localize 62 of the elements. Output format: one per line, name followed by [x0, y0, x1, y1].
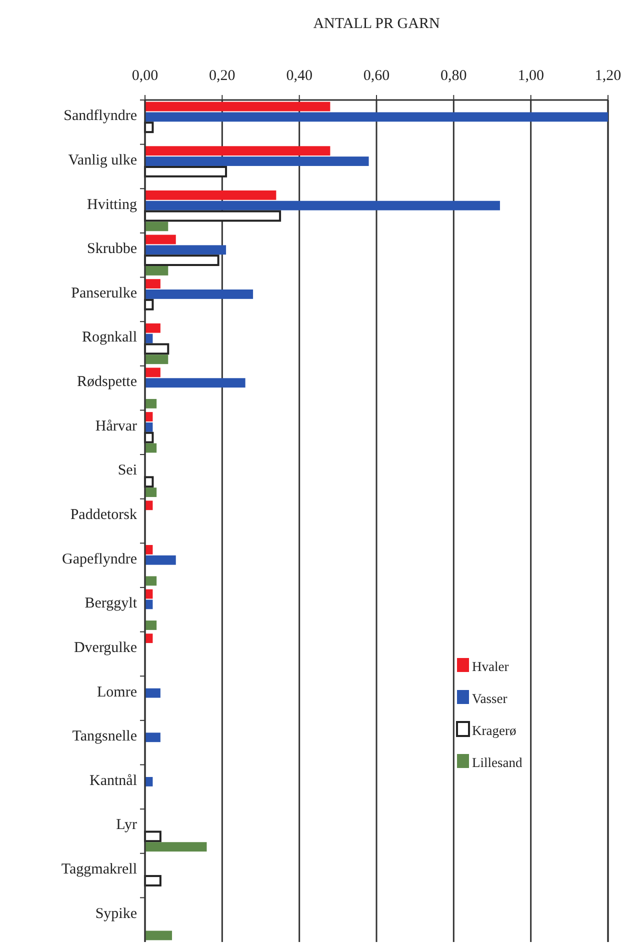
x-axis-title: ANTALL PR GARN	[313, 16, 440, 32]
bar	[145, 732, 160, 742]
y-tick-label: Panserulke	[71, 285, 138, 302]
x-tick-label: 1,20	[594, 68, 622, 84]
bar	[145, 555, 176, 565]
bar	[145, 234, 176, 244]
bar	[145, 930, 172, 940]
bar	[145, 620, 157, 630]
y-tick-label: Rognkall	[82, 330, 137, 346]
bar	[145, 112, 608, 122]
bar	[145, 279, 160, 289]
bar	[144, 210, 282, 222]
bar	[144, 875, 162, 886]
x-tick-label: 0,00	[132, 68, 158, 84]
y-tick-label: Sei	[118, 462, 137, 479]
legend-label: Hvaler	[472, 659, 510, 674]
y-tick-label: Paddetorsk	[70, 507, 138, 523]
x-tick-label: 0,60	[363, 68, 390, 84]
y-tick-label: Rødspette	[77, 374, 138, 390]
bar	[144, 830, 162, 842]
bar	[145, 323, 160, 333]
y-tick-label: Taggmakrell	[61, 862, 137, 878]
y-tick-label: Lyr	[116, 817, 137, 834]
bar	[145, 576, 157, 586]
y-tick-label: Sypike	[95, 906, 138, 922]
legend-label: Kragerø	[472, 723, 516, 738]
y-tick-label: Sandflyndre	[64, 108, 138, 124]
bar	[145, 488, 157, 498]
bar	[145, 266, 168, 276]
bar	[145, 156, 369, 166]
y-tick-label: Gapeflyndre	[62, 551, 138, 568]
y-tick-label: Kantnål	[90, 772, 137, 789]
bar	[145, 190, 276, 200]
bar	[144, 254, 220, 266]
x-tick-label: 1,00	[518, 68, 544, 84]
y-tick-label: Lomre	[97, 684, 138, 700]
bar	[144, 166, 228, 178]
bar	[145, 398, 157, 408]
legend-label: Lillesand	[472, 755, 522, 770]
bar	[145, 200, 500, 210]
bar	[145, 354, 168, 364]
bar	[144, 343, 170, 355]
y-tick-label: Hårvar	[95, 418, 137, 434]
bar	[145, 222, 168, 232]
x-tick-label: 0,80	[440, 68, 467, 84]
bar	[145, 102, 330, 112]
y-tick-label: Vanlig ulke	[68, 152, 138, 168]
bar	[145, 290, 254, 299]
legend-label: Vasser	[472, 691, 508, 706]
bar	[145, 842, 207, 852]
bar	[145, 146, 330, 156]
bar	[145, 245, 226, 255]
y-tick-label: Berggylt	[84, 596, 138, 612]
x-tick-label: 0,20	[209, 68, 236, 84]
y-tick-label: Tangsnelle	[72, 728, 138, 745]
bar	[145, 378, 246, 388]
y-tick-label: Skrubbe	[87, 241, 138, 258]
bar	[145, 368, 160, 378]
y-tick-label: Dvergulke	[74, 640, 138, 656]
x-tick-label: 0,40	[286, 68, 312, 84]
bar	[145, 688, 160, 698]
y-tick-label: Hvitting	[86, 196, 138, 213]
